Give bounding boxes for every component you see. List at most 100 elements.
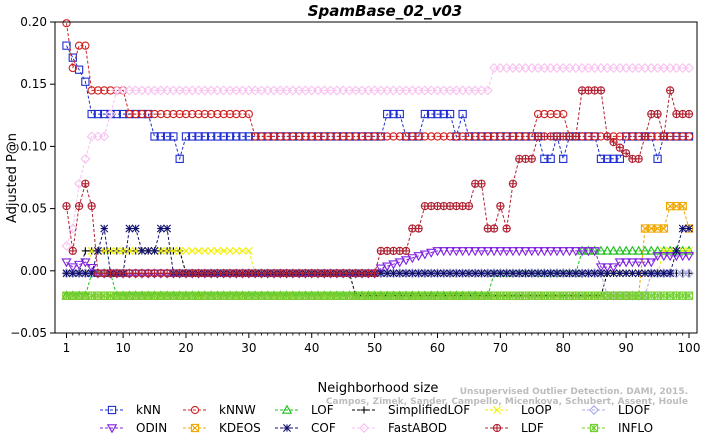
point-loop [125,246,134,255]
point-odin [583,247,594,257]
point-cof [100,224,109,233]
point-knnw [313,132,323,141]
point-fastabod [67,223,78,234]
point-knnw [301,132,310,141]
point-knnw [307,132,316,141]
x-tick-label: 100 [678,341,701,355]
point-ldf [370,269,379,278]
point-ldf [508,179,518,188]
point-knn [458,109,467,119]
y-axis-label: Adjusted P@n [5,133,20,223]
point-ldf [74,201,84,211]
point-odin [558,247,569,257]
point-knnw [351,132,360,141]
series-line-knn [66,45,689,161]
point-knnw [559,109,568,119]
point-odin [482,247,493,257]
point-knnw [282,132,291,141]
point-cof [156,224,165,233]
point-lof [602,245,613,255]
point-knnw [401,132,411,141]
point-knnw [320,132,329,141]
point-odin [614,258,625,268]
point-knnw [533,109,543,119]
point-knnw [175,109,184,119]
point-knn [93,109,103,119]
point-knnw [389,132,398,141]
point-knnw [552,109,562,119]
point-lof [664,245,676,255]
point-ldf [527,154,536,163]
point-ldf [653,109,662,119]
point-odin [514,247,525,257]
legend: kNN kNNW LOF SimplifiedLOF LoOP LDOF ODIN KDEOS… [100,403,653,434]
point-knnw [420,132,430,141]
point-knn [439,109,448,119]
point-knn [546,154,555,163]
x-tick-label: 20 [178,341,193,355]
point-odin [73,260,85,270]
point-lof [677,245,688,255]
point-knnw [81,41,90,50]
point-odin [86,263,97,274]
plot-frame [54,21,698,334]
point-ldf [609,137,618,147]
point-cof [414,269,423,278]
plot-area [61,19,695,301]
point-cof [477,269,486,278]
point-knn [200,132,209,141]
legend-label-kdeos: KDEOS [219,421,261,434]
point-knnw [615,132,624,141]
legend-marker-knn [107,405,117,415]
point-knnw [250,132,260,141]
legend-item-loop: LoOP [485,403,552,417]
point-odin [664,252,676,262]
point-knn [181,132,191,141]
legend-label-fastabod: FastABOD [388,421,447,434]
point-fastabod [61,240,72,251]
point-cof [647,269,656,278]
point-lof [646,245,657,255]
point-cof [395,269,404,278]
point-cof [389,269,398,278]
point-cof [521,269,530,278]
point-knn [559,154,568,163]
point-knnw [383,132,392,141]
point-knn [653,154,662,163]
point-odin [407,254,418,264]
point-knnw [621,132,631,141]
point-lof [652,245,663,255]
point-cof [609,269,618,278]
point-cof [672,246,681,255]
point-lof [614,245,625,255]
point-odin [520,247,531,257]
point-fastabod [482,85,493,96]
point-cof [433,269,442,278]
legend-item-knn: kNN [100,403,161,417]
point-odin [526,247,537,257]
point-odin [570,247,581,257]
point-knnw [74,41,84,50]
point-inflo [93,291,103,300]
legend-item-kdeos: KDEOS [183,421,261,434]
point-ldf [464,201,474,211]
point-knnw [357,132,367,141]
legend-label-knnw: kNNW [219,403,256,417]
series-line-fastabod [66,67,689,247]
y-tick-label: 0.05 [20,202,47,216]
point-knn [150,132,159,141]
series-knnw [62,19,694,141]
point-knn [225,132,235,141]
point-knnw [458,132,467,141]
point-odin [627,258,638,268]
point-odin [470,247,481,257]
legend-item-fastabod: FastABOD [352,421,447,434]
point-knnw [433,132,442,141]
legend-marker-cof [283,424,291,432]
point-knn [175,154,184,163]
point-cof [496,269,505,278]
point-cof [546,269,555,278]
point-loop [238,246,247,255]
point-knnw [339,132,348,141]
point-odin [476,247,487,257]
